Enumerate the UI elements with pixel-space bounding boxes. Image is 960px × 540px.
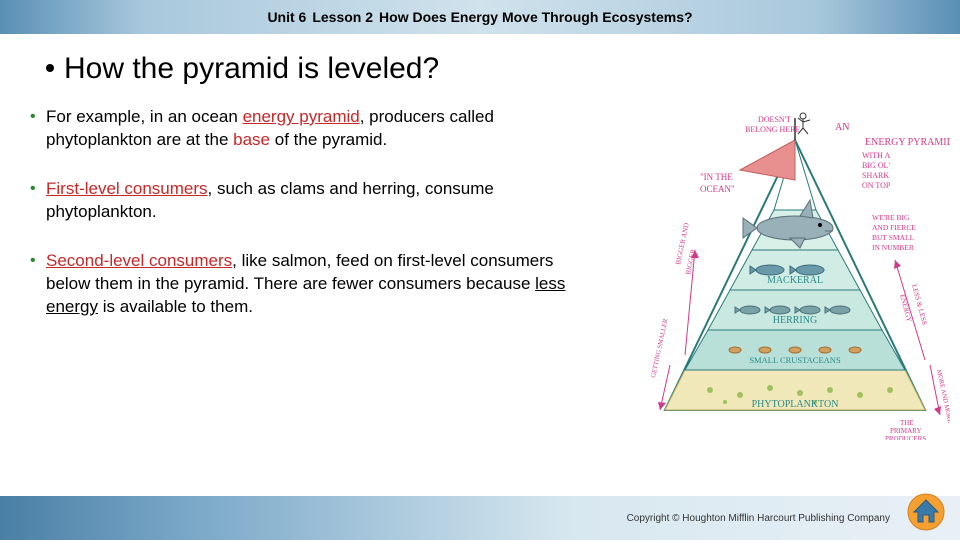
header-bar: Unit 6 Lesson 2 How Does Energy Move Thr…: [0, 0, 960, 34]
b2-t1: First-level consumers: [46, 179, 208, 198]
heading-text: How the pyramid is leveled?: [64, 52, 439, 85]
d-title1: AN: [835, 122, 849, 133]
d-level4: PHYTOPLANKTON: [752, 399, 839, 410]
d-level2: HERRING: [773, 315, 817, 326]
d-br3: PRODUCERS: [885, 435, 926, 440]
d-sn4: IN NUMBER: [872, 243, 914, 252]
copyright-text: Copyright © Houghton Mifflin Harcourt Pu…: [627, 513, 890, 524]
d-sn2: AND FIERCE: [872, 223, 916, 232]
d-level1: MACKERAL: [767, 275, 823, 286]
d-sn3: BUT SMALL: [872, 233, 915, 242]
d-topnote1: DOESN'T: [758, 115, 791, 124]
main-heading: How the pyramid is leveled?: [30, 52, 930, 86]
b1-t4: base: [233, 130, 270, 149]
d-left3: GETTING SMALLER: [650, 318, 669, 379]
header-unit: Unit 6: [267, 9, 306, 25]
energy-pyramid-diagram: MACKERAL HERRING SMALL CRUSTACEANS PHYTO…: [640, 110, 950, 440]
d-level3: SMALL CRUSTACEANS: [749, 355, 841, 365]
bullet-1: For example, in an ocean energy pyramid,…: [30, 106, 600, 152]
b1-t1: For example, in an ocean: [46, 107, 243, 126]
bullet-list: For example, in an ocean energy pyramid,…: [30, 106, 600, 319]
d-left2: BIGGER: [684, 248, 697, 275]
bullet-3: Second-level consumers, like salmon, fee…: [30, 250, 600, 319]
bullet-2: First-level consumers, such as clams and…: [30, 178, 600, 224]
d-br1: THE: [900, 419, 914, 427]
home-button[interactable]: [906, 492, 946, 532]
d-br2: PRIMARY: [890, 427, 922, 435]
d-rmid: ENERGY: [898, 293, 913, 322]
d-title3d: ON TOP: [862, 181, 891, 190]
b3-t4: is available to them.: [98, 297, 253, 316]
d-sn1: WE'RE BIG: [872, 213, 910, 222]
footer-bar: Copyright © Houghton Mifflin Harcourt Pu…: [0, 496, 960, 540]
b1-t2: energy pyramid: [243, 107, 360, 126]
header-question: How Does Energy Move Through Ecosystems?: [379, 9, 693, 25]
d-title3c: SHARK: [862, 171, 889, 180]
d-ocean2: OCEAN": [700, 184, 735, 194]
d-right2: MORE AND MORE: [935, 369, 950, 424]
b3-t1: Second-level consumers: [46, 251, 232, 270]
header-lesson: Lesson 2: [312, 9, 373, 25]
bullet-icon: [46, 64, 54, 72]
d-title3b: BIG OL': [862, 161, 890, 170]
d-ocean1: "IN THE: [700, 172, 733, 182]
d-title2: ENERGY PYRAMID: [865, 137, 950, 148]
d-topnote2: BELONG HERE: [745, 125, 800, 134]
b1-t5: of the pyramid.: [270, 130, 387, 149]
d-title3a: WITH A: [862, 151, 890, 160]
